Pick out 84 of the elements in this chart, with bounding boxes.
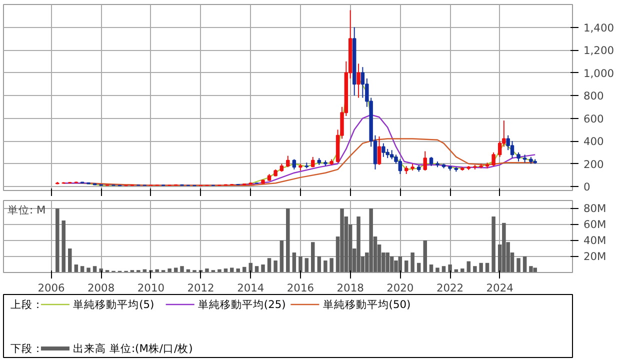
x-tick-label: 2014 [237,282,264,294]
candlestick [390,150,394,160]
x-tick-label: 2006 [38,282,66,294]
legend-label: 単純移動平均(5) [73,298,154,311]
bar [369,208,373,272]
bar [529,266,533,272]
bar [298,256,302,272]
bar [522,256,527,272]
candlestick [429,156,434,167]
candlestick [510,140,514,159]
x-tick-label: 2024 [486,282,514,294]
y-axis-title: 単位: M [8,204,46,216]
y-tick-label: 800 [584,90,604,103]
bar [330,258,334,272]
x-tick-label: 2022 [436,282,464,294]
bar [86,268,90,272]
x-tick-label: 2010 [137,282,165,294]
candlestick [498,140,502,158]
bar [236,268,240,272]
candlestick [382,142,386,158]
bar [62,220,66,272]
y-tick-label: 1,000 [584,66,614,80]
bar [267,258,272,272]
candlestick [356,63,360,98]
bar [502,222,506,272]
bar [274,260,278,272]
bar [280,240,284,272]
candlestick [286,155,290,168]
bar [533,268,537,272]
x-tick-label: 2020 [386,282,414,294]
legend-label: 単純移動平均(25) [198,298,286,311]
y-tick-label: 600 [584,112,604,126]
y-tick-label: 40M [584,234,606,247]
bar [394,260,398,272]
candlestick [377,136,382,166]
bar [423,240,427,272]
y-tick-label: 400 [584,135,604,148]
y-tick-label: 60M [584,218,606,231]
bar [479,262,483,272]
legend-label: 出来高 単位:(M株/口/枚) [73,342,193,355]
x-tick-label: 2016 [286,282,314,294]
legend-title: 下段： [10,342,44,355]
bar [286,208,290,272]
candlestick [516,152,520,162]
bar [436,268,440,272]
bar [473,266,477,272]
bar [492,216,496,272]
legend-label: 単純移動平均(50) [322,298,411,311]
candlestick [360,66,365,98]
bar [410,252,414,272]
candlestick [423,150,427,172]
y-tick-label: 200 [584,158,604,171]
bar [317,256,322,272]
bar [304,258,309,272]
bar [230,268,234,272]
line-series [63,114,536,186]
bar [292,252,296,272]
bar [310,242,315,272]
y-tick-label: 1,400 [584,21,614,34]
candlestick [398,158,402,175]
bar [205,268,209,272]
bar [261,264,265,272]
candlestick [292,158,296,170]
bar [340,208,344,272]
bar [324,260,328,272]
legend-title: 上段： [10,298,44,311]
line-series [88,138,536,186]
x-tick-label: 2018 [336,282,364,294]
bar [56,208,60,272]
y-tick-label: 1,200 [584,44,614,58]
y-tick-label: 80M [584,202,606,215]
candlestick [492,152,496,167]
x-tick-label: 2008 [88,282,115,294]
bar [168,268,172,272]
bar [356,216,360,272]
bar [68,248,72,272]
bar [448,264,452,272]
bar [390,256,394,272]
x-tick-label: 2012 [187,282,214,294]
bar [180,266,184,272]
bar [516,258,520,272]
bar [386,252,390,272]
y-tick-label: 20M [584,250,606,263]
y-tick-label: 0 [584,180,590,194]
